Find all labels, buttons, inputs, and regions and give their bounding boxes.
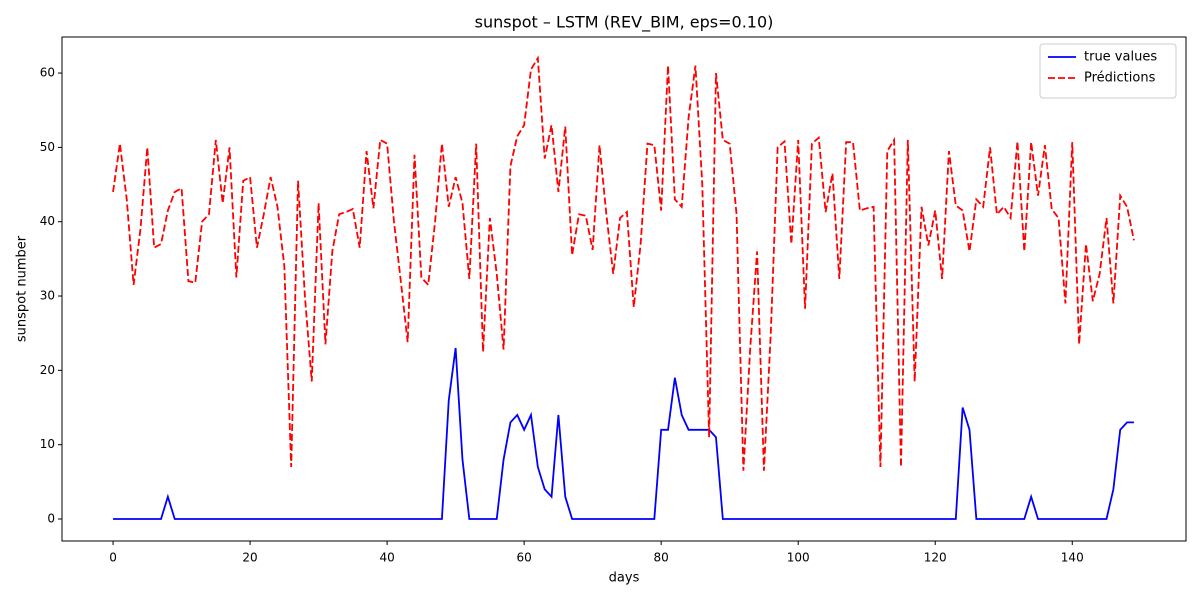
y-tick-label: 20 — [40, 363, 55, 377]
y-tick-label: 0 — [47, 511, 55, 525]
x-tick-label: 80 — [654, 551, 669, 565]
y-tick-label: 10 — [40, 437, 55, 451]
legend-label: true values — [1084, 50, 1157, 65]
data-line — [113, 347, 1134, 520]
y-tick-label: 50 — [40, 140, 55, 154]
x-tick-label: 100 — [787, 551, 810, 565]
x-tick-label: 0 — [109, 551, 117, 565]
legend-label: Prédictions — [1084, 71, 1156, 86]
x-tick-label: 140 — [1061, 551, 1084, 565]
x-tick-label: 60 — [516, 551, 531, 565]
chart-title: sunspot – LSTM (REV_BIM, eps=0.10) — [475, 13, 774, 33]
x-tick-label: 20 — [242, 551, 257, 565]
x-tick-label: 40 — [379, 551, 394, 565]
y-tick-label: 30 — [40, 289, 55, 303]
y-axis-label: sunspot number — [15, 235, 30, 342]
x-axis-label: days — [609, 571, 640, 586]
y-tick-label: 60 — [40, 66, 55, 80]
y-tick-label: 40 — [40, 214, 55, 228]
data-line — [112, 55, 1135, 471]
x-tick-label: 120 — [924, 551, 947, 565]
plot-frame — [61, 36, 1187, 542]
